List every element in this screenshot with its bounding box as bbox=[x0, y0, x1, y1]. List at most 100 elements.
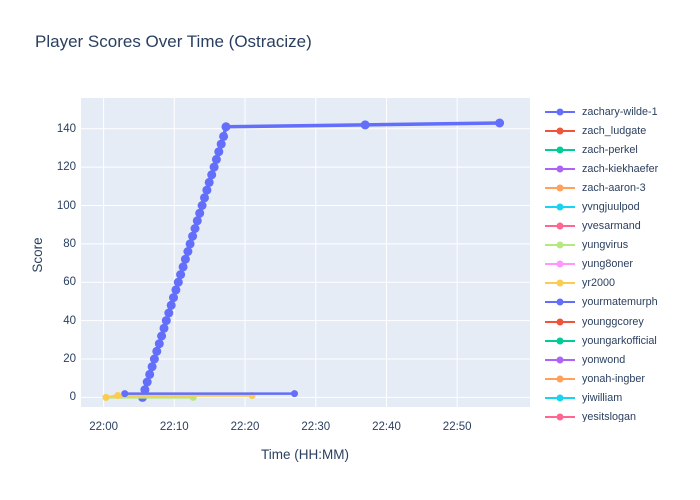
chart-title: Player Scores Over Time (Ostracize) bbox=[35, 32, 312, 51]
legend-item-yr2000[interactable]: yr2000 bbox=[543, 274, 699, 293]
legend-label: yiwilliam bbox=[582, 391, 623, 404]
legend-swatch-icon bbox=[545, 337, 575, 345]
legend-item-yvngjuulpod[interactable]: yvngjuulpod bbox=[543, 197, 699, 216]
data-point bbox=[176, 270, 186, 280]
legend-label: zachary-wilde-1 bbox=[582, 105, 658, 118]
legend-label: younggcorey bbox=[582, 315, 644, 328]
x-tick-label: 22:50 bbox=[442, 421, 472, 433]
data-point bbox=[195, 208, 205, 218]
data-point bbox=[192, 216, 202, 226]
legend-swatch-icon bbox=[545, 222, 575, 230]
legend-swatch-icon bbox=[545, 241, 575, 249]
legend-item-younggcorey[interactable]: younggcorey bbox=[543, 312, 699, 331]
legend-item-yungvirus[interactable]: yungvirus bbox=[543, 236, 699, 255]
legend-swatch-icon bbox=[545, 203, 575, 211]
data-point bbox=[157, 331, 167, 341]
legend-item-yung8oner[interactable]: yung8oner bbox=[543, 255, 699, 274]
legend-item-zach-aaron-3[interactable]: zach-aaron-3 bbox=[543, 178, 699, 197]
data-point bbox=[154, 339, 164, 349]
data-point bbox=[185, 239, 195, 249]
legend-label: yungvirus bbox=[582, 239, 629, 252]
y-tick-label: 60 bbox=[63, 276, 76, 289]
legend-label: zach-aaron-3 bbox=[582, 181, 646, 194]
legend-item-zach_ludgate[interactable]: zach_ludgate bbox=[543, 121, 699, 140]
legend-swatch-icon bbox=[545, 108, 575, 116]
data-point bbox=[114, 392, 122, 399]
legend-swatch-icon bbox=[545, 375, 575, 383]
data-point bbox=[166, 300, 176, 310]
legend-label: zach-kiekhaefer bbox=[582, 162, 659, 175]
legend-item-yiwilliam[interactable]: yiwilliam bbox=[543, 388, 699, 407]
legend-swatch-icon bbox=[545, 356, 575, 364]
data-point bbox=[164, 308, 174, 318]
data-point bbox=[147, 362, 157, 372]
legend-swatch-icon bbox=[545, 260, 575, 268]
data-point bbox=[190, 224, 200, 233]
legend-swatch-icon bbox=[545, 318, 575, 326]
legend-label: yonwond bbox=[582, 353, 626, 366]
plot-area bbox=[81, 98, 530, 407]
data-point bbox=[216, 139, 226, 149]
data-point bbox=[121, 390, 129, 398]
y-tick-label: 100 bbox=[56, 199, 76, 212]
y-tick-label: 140 bbox=[56, 122, 76, 135]
data-point bbox=[214, 147, 224, 157]
series-yourmatemurph bbox=[121, 390, 298, 398]
x-tick-label: 22:00 bbox=[89, 421, 118, 433]
data-point bbox=[140, 385, 150, 395]
legend-swatch-icon bbox=[545, 127, 575, 135]
data-point bbox=[204, 177, 214, 187]
data-point bbox=[149, 354, 159, 364]
data-point bbox=[169, 293, 178, 303]
legend-label: yesitslogan bbox=[582, 411, 637, 422]
legend-swatch-icon bbox=[545, 184, 575, 192]
legend-item-yonah-ingber[interactable]: yonah-ingber bbox=[543, 369, 699, 388]
data-point bbox=[219, 131, 229, 141]
legend-item-yourmatemurph[interactable]: yourmatemurph bbox=[543, 293, 699, 312]
data-point bbox=[202, 185, 212, 195]
data-point bbox=[188, 231, 198, 241]
data-point bbox=[145, 369, 155, 379]
data-point bbox=[161, 316, 171, 326]
legend-item-zach-kiekhaefer[interactable]: zach-kiekhaefer bbox=[543, 159, 699, 178]
y-axis-title: Score bbox=[30, 237, 45, 273]
x-tick-label: 22:20 bbox=[230, 421, 260, 433]
data-point bbox=[209, 162, 219, 172]
data-point bbox=[200, 193, 209, 203]
legend-label: yourmatemurph bbox=[582, 296, 658, 309]
legend-label: yung8oner bbox=[582, 258, 634, 271]
legend-label: youngarkofficial bbox=[582, 334, 657, 347]
legend-item-yonwond[interactable]: yonwond bbox=[543, 350, 699, 369]
y-tick-label: 80 bbox=[63, 237, 76, 250]
legend-swatch-icon bbox=[545, 279, 575, 287]
legend-swatch-icon bbox=[545, 298, 575, 306]
legend-label: yvngjuulpod bbox=[582, 201, 640, 214]
legend-item-youngarkofficial[interactable]: youngarkofficial bbox=[543, 331, 699, 350]
data-point bbox=[180, 254, 190, 264]
data-point bbox=[142, 377, 152, 387]
data-point bbox=[211, 154, 221, 164]
data-point bbox=[159, 323, 169, 333]
legend-label: yonah-ingber bbox=[582, 372, 646, 385]
x-tick-label: 22:10 bbox=[159, 421, 189, 433]
legend-item-zach-perkel[interactable]: zach-perkel bbox=[543, 140, 699, 159]
data-point bbox=[152, 346, 162, 356]
legend-label: zach_ludgate bbox=[582, 124, 647, 137]
legend-item-yvesarmand[interactable]: yvesarmand bbox=[543, 217, 699, 236]
data-point bbox=[360, 120, 370, 130]
legend-swatch-icon bbox=[545, 413, 575, 421]
data-point bbox=[173, 277, 183, 287]
data-point bbox=[178, 262, 188, 272]
y-tick-label: 20 bbox=[63, 353, 76, 365]
legend-item-yesitslogan[interactable]: yesitslogan bbox=[543, 408, 699, 422]
data-point bbox=[221, 122, 231, 132]
data-point bbox=[291, 390, 298, 398]
legend-item-zachary-wilde-1[interactable]: zachary-wilde-1 bbox=[543, 102, 699, 121]
legend: zachary-wilde-1 zach_ludgate zach-perkel za… bbox=[543, 102, 699, 422]
legend-swatch-icon bbox=[545, 165, 575, 173]
data-point bbox=[207, 170, 217, 180]
x-tick-label: 22:30 bbox=[301, 421, 331, 433]
data-point bbox=[171, 285, 181, 295]
y-tick-label: 40 bbox=[63, 314, 76, 327]
